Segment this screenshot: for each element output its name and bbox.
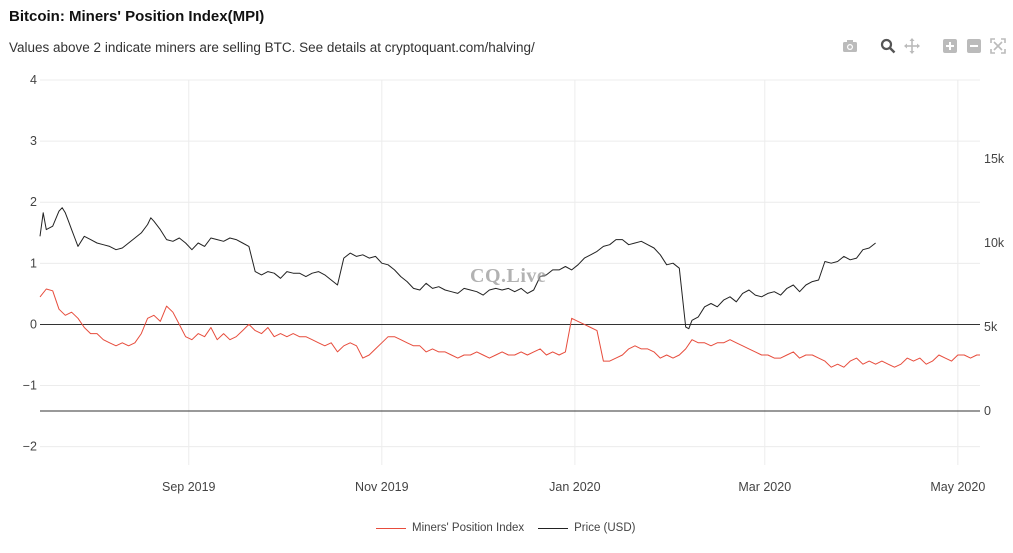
zoom-out-icon[interactable] <box>966 38 982 54</box>
pan-icon[interactable] <box>904 38 920 54</box>
series-group <box>39 207 980 368</box>
legend-item-mpi[interactable]: Miners' Position Index <box>376 522 524 534</box>
y-left-tick-label: 1 <box>30 256 37 270</box>
legend-swatch-mpi <box>376 527 406 529</box>
chart-title: Bitcoin: Miners' Position Index(MPI) <box>9 8 265 25</box>
chart-toolbar <box>842 38 1013 58</box>
legend: Miners' Position Index Price (USD) <box>376 522 649 534</box>
x-axis: Sep 2019 Nov 2019 Jan 2020 Mar 2020 May 2020 <box>162 480 985 494</box>
legend-swatch-price <box>538 527 569 529</box>
chart-subtitle: Values above 2 indicate miners are selli… <box>9 40 535 55</box>
y-left-tick-label: −2 <box>23 440 37 454</box>
y-left-tick-label: −1 <box>23 379 37 393</box>
x-tick-label: Sep 2019 <box>162 480 216 494</box>
y-left-tick-label: 3 <box>30 134 37 148</box>
y-left-tick-label: 0 <box>30 317 37 331</box>
series-line-price <box>39 207 876 330</box>
x-tick-label: Mar 2020 <box>738 480 791 494</box>
legend-label-mpi: Miners' Position Index <box>412 522 525 534</box>
grid-lines <box>40 79 980 465</box>
y-right-tick-label: 15k <box>984 152 1005 166</box>
zoom-in-icon[interactable] <box>942 38 958 54</box>
y-axis-left: 4 3 2 1 0 −1 −2 <box>23 73 37 454</box>
y-axis-right: 15k 10k 5k 0 <box>984 152 1005 418</box>
legend-item-price[interactable]: Price (USD) <box>538 522 635 534</box>
x-tick-label: May 2020 <box>930 480 985 494</box>
y-left-tick-label: 4 <box>30 73 37 87</box>
zoom-icon[interactable] <box>880 38 896 54</box>
camera-icon[interactable] <box>842 38 858 54</box>
legend-label-price: Price (USD) <box>574 522 636 534</box>
autoscale-icon[interactable] <box>990 38 1006 54</box>
watermark-logo: CQ.Live <box>470 265 547 287</box>
y-right-tick-label: 10k <box>984 236 1005 250</box>
x-tick-label: Nov 2019 <box>355 480 409 494</box>
series-line-mpi <box>39 288 980 368</box>
y-right-tick-label: 0 <box>984 404 991 418</box>
x-tick-label: Jan 2020 <box>549 480 600 494</box>
y-right-tick-label: 5k <box>984 320 998 334</box>
y-left-tick-label: 2 <box>30 195 37 209</box>
